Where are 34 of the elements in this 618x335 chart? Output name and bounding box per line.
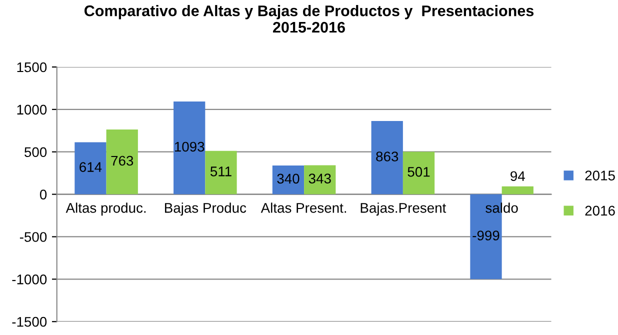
- y-tick-label: 0: [40, 190, 47, 200]
- y-tick-label: -1500: [12, 316, 47, 327]
- data-label: 1093: [174, 142, 204, 152]
- data-label: 763: [111, 156, 134, 166]
- bar: [371, 121, 403, 194]
- data-label: 863: [376, 152, 398, 162]
- bar: [402, 152, 435, 194]
- x-tick-label: Altas Present.: [260, 202, 346, 213]
- data-label: 340: [277, 174, 300, 184]
- legend-label: 2015: [585, 170, 615, 180]
- data-label: 343: [308, 174, 331, 184]
- legend-label: 2016: [585, 206, 615, 216]
- data-label: 501: [408, 166, 430, 177]
- chart-title: Comparativo de Altas y Bajas de Productos y Presentaciones 2015-2016: [84, 5, 534, 33]
- bar: [205, 150, 237, 194]
- data-label: 511: [210, 166, 232, 176]
- x-tick-label: Bajas.Present: [360, 202, 446, 216]
- data-label: 94: [510, 171, 525, 182]
- y-tick-label: -500: [20, 232, 47, 242]
- bar: [304, 165, 336, 194]
- x-tick-label: Altas produc.: [66, 202, 146, 216]
- bar: [272, 165, 304, 194]
- y-tick-label: -1000: [12, 274, 47, 284]
- data-label: -999: [472, 230, 500, 240]
- bar: [106, 130, 138, 194]
- y-tick-label: 500: [24, 147, 47, 158]
- x-tick-label: Bajas Produc: [165, 202, 246, 216]
- y-tick-label: 1500: [17, 62, 47, 72]
- bar: [74, 142, 106, 194]
- bar: [174, 102, 206, 194]
- x-tick-label: saldo: [486, 202, 518, 213]
- data-label: 614: [80, 162, 102, 172]
- y-tick-label: 1000: [17, 104, 47, 115]
- bar: [502, 186, 534, 194]
